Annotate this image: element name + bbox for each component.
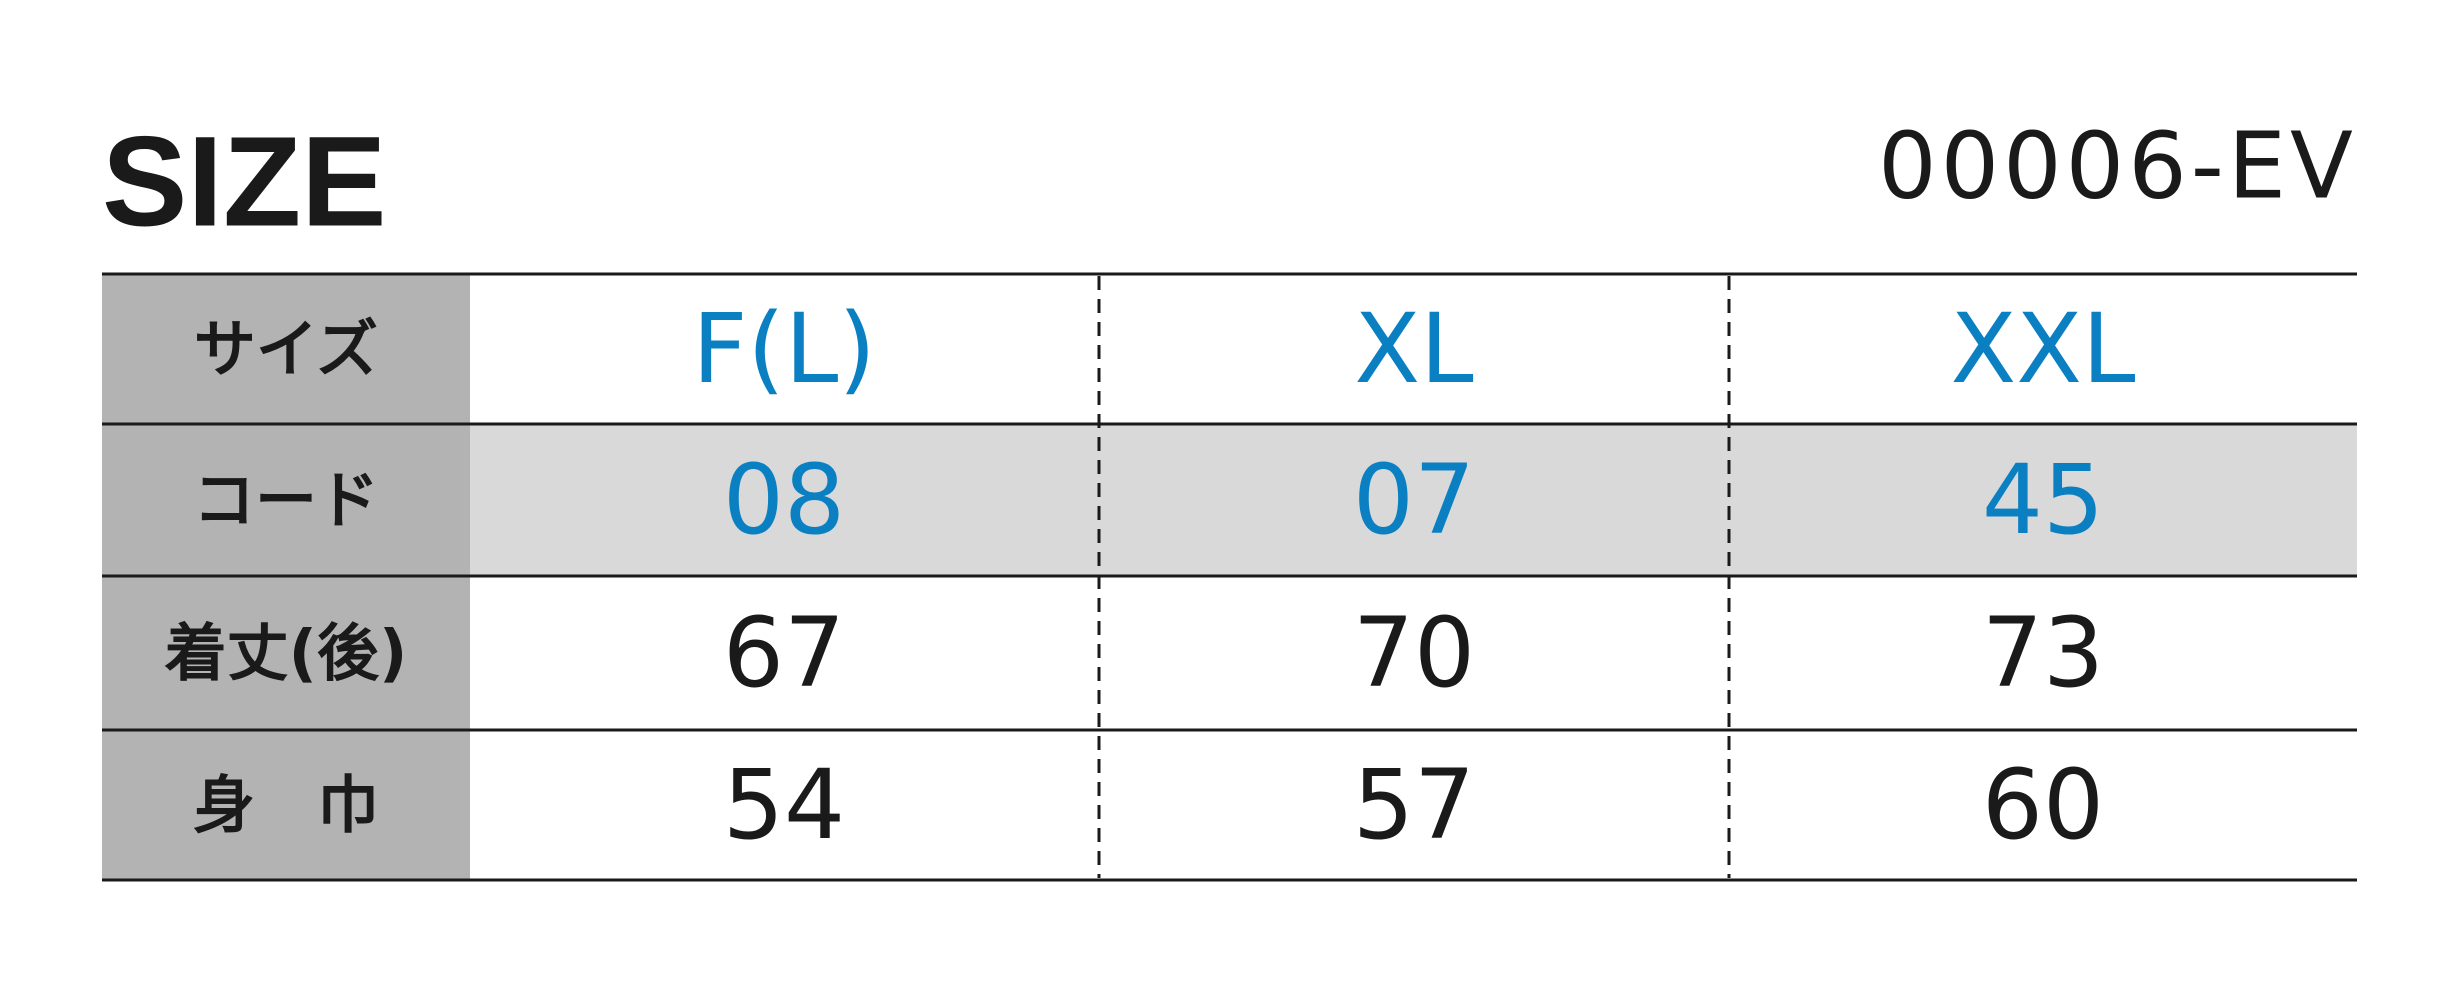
cell-value: 45: [1982, 444, 2104, 556]
cell-value: 54: [723, 749, 845, 861]
table-grid: [102, 272, 2357, 882]
cell-value: 73: [1982, 597, 2104, 709]
title: SIZE: [102, 111, 387, 254]
table-cells: サイズ F(L) XL XXL コード 08 07 45 着丈(後) 67 70 73 身 巾 54 57 6…: [165, 293, 2136, 861]
cell-value: 07: [1353, 444, 1475, 556]
product-code: 00006-EV: [1878, 113, 2357, 220]
cell-value: XXL: [1950, 293, 2135, 405]
row-label: コード: [193, 464, 379, 537]
cell-value: 57: [1353, 749, 1475, 861]
cell-value: 67: [723, 597, 845, 709]
cell-value: XL: [1354, 293, 1473, 405]
cell-value: F(L): [692, 293, 876, 405]
code-row-bg: [470, 424, 2357, 576]
cell-value: 70: [1353, 597, 1475, 709]
row-label: 身 巾: [193, 769, 379, 842]
cell-value: 60: [1982, 749, 2104, 861]
cell-value: 08: [723, 444, 845, 556]
row-label: 着丈(後): [165, 617, 408, 690]
row-label: サイズ: [194, 313, 378, 386]
